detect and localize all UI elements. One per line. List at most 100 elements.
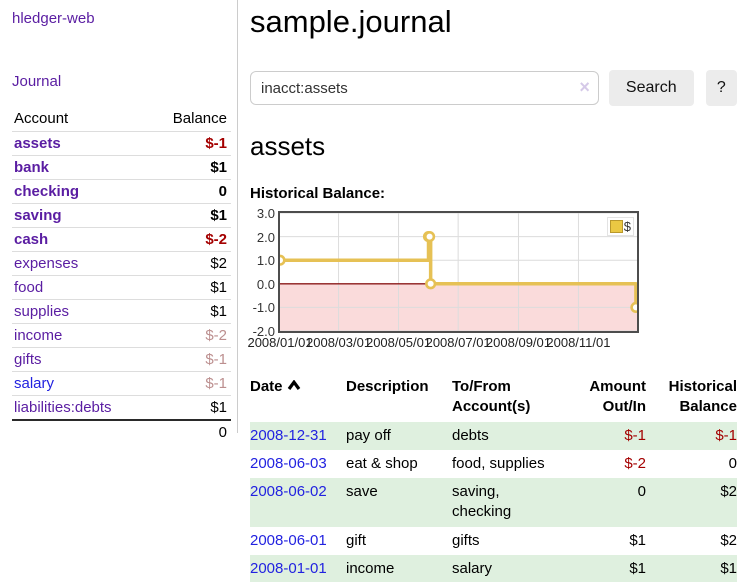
transaction-date-link[interactable]: 2008-06-03 xyxy=(250,454,327,472)
main-content: sample.journal × Search ? assets Histori… xyxy=(247,0,737,582)
account-row: food $1 xyxy=(12,275,231,300)
transaction-row: 2008-12-31 pay off debts $-1 $-1 xyxy=(250,421,737,450)
account-row: gifts $-1 xyxy=(12,347,231,372)
y-axis-tick-label: -1.0 xyxy=(252,300,275,316)
chart-heading: Historical Balance: xyxy=(250,185,386,202)
register-column-header: Description xyxy=(346,378,429,395)
account-row: cash $-2 xyxy=(12,227,231,252)
historical-balance-chart: $ 3.0 2.0 1.0 0.0 -1.0 -2.0 2008/01/01 2008/03/… xyxy=(247,207,737,355)
transaction-amount: 0 xyxy=(580,478,646,527)
account-balance: $1 xyxy=(149,299,231,324)
search-input[interactable] xyxy=(250,71,599,105)
account-link[interactable]: bank xyxy=(14,159,50,176)
transaction-description: income xyxy=(346,554,452,582)
chart-plot: $ xyxy=(278,211,639,333)
transaction-amount: $-1 xyxy=(580,421,646,450)
clear-search-icon[interactable]: × xyxy=(579,77,590,97)
transaction-amount: $1 xyxy=(580,554,646,582)
transaction-accounts: debts xyxy=(452,421,580,450)
chart-canvas xyxy=(280,213,637,331)
y-axis-tick-label: 3.0 xyxy=(256,206,275,221)
transaction-date-link[interactable]: 2008-01-01 xyxy=(250,559,327,577)
account-heading: assets xyxy=(250,131,326,161)
transaction-date-link[interactable]: 2008-06-01 xyxy=(250,531,327,549)
legend-label: $ xyxy=(623,219,631,234)
account-link[interactable]: gifts xyxy=(14,351,42,368)
transaction-amount: $1 xyxy=(629,531,646,549)
transaction-balance: $-1 xyxy=(646,421,737,450)
transaction-row: 2008-06-01 gift gifts $1 $2 xyxy=(250,527,737,555)
sidebar: hledger-web Journal Account Balance asse… xyxy=(0,0,238,444)
y-axis-tick-label: 2.0 xyxy=(256,229,275,245)
account-balance: $2 xyxy=(149,251,231,276)
account-balance: $1 xyxy=(149,155,231,180)
account-balance: $1 xyxy=(149,275,231,300)
sort-ascending-icon[interactable] xyxy=(287,380,301,390)
x-axis-tick-label: 2008/09/01 xyxy=(485,335,552,350)
account-balance: $-2 xyxy=(149,227,231,252)
account-link[interactable]: liabilities:debts xyxy=(14,399,112,416)
transaction-row: 2008-06-02 save saving, checking 0 $2 xyxy=(250,478,737,527)
transaction-description: save xyxy=(346,478,452,527)
x-axis-tick-label: 2008/01/01 xyxy=(247,335,313,350)
account-link[interactable]: food xyxy=(14,279,44,296)
account-link[interactable]: saving xyxy=(14,207,62,224)
account-link[interactable]: expenses xyxy=(14,255,79,272)
transaction-balance: 0 xyxy=(728,454,737,472)
accounts-header-row: Account Balance xyxy=(12,106,231,132)
accounts-header-account: Account xyxy=(14,110,69,127)
y-axis-tick-label: 1.0 xyxy=(256,253,275,269)
y-axis-tick-label: 0.0 xyxy=(256,276,275,292)
register-column-header: Amount Out/In xyxy=(589,378,646,416)
transaction-description: gift xyxy=(346,531,367,549)
register-tbody: 2008-12-31 pay off debts $-1 $-1 2008-06-03 ea… xyxy=(250,421,737,582)
transaction-balance: $1 xyxy=(646,554,737,582)
search-input-wrap: × xyxy=(250,71,599,105)
register-table: Date Description To/From Account(s) Amount Ou… xyxy=(250,375,737,582)
account-row: assets $-1 xyxy=(12,131,231,156)
y-axis-tick-label: -2.0 xyxy=(252,324,275,339)
transaction-row: 2008-01-01 income salary $1 $1 xyxy=(250,554,737,582)
accounts-header-balance: Balance xyxy=(172,110,227,127)
search-form: × Search ? xyxy=(250,70,737,106)
account-balance: $-1 xyxy=(149,131,231,156)
account-link[interactable]: supplies xyxy=(14,303,70,320)
register-column-header[interactable]: Date xyxy=(250,375,346,422)
transaction-description: pay off xyxy=(346,421,452,450)
accounts-total-row: 0 xyxy=(12,419,231,444)
transaction-row: 2008-06-03 eat & shop food, supplies $-2 0 xyxy=(250,450,737,478)
search-button[interactable]: Search xyxy=(608,70,694,106)
transaction-accounts: gifts xyxy=(452,531,480,549)
account-link[interactable]: checking xyxy=(14,183,80,200)
legend-swatch xyxy=(609,220,623,233)
account-balance: $-1 xyxy=(149,347,231,372)
account-balance: $1 xyxy=(149,395,231,420)
brand-label[interactable]: hledger-web xyxy=(12,10,95,27)
journal-link-label[interactable]: Journal xyxy=(12,73,62,90)
x-axis-tick-label: 2008/03/01 xyxy=(306,335,372,350)
account-link[interactable]: cash xyxy=(14,231,49,248)
x-axis-tick-label: 2008/11/01 xyxy=(546,335,611,350)
transaction-balance: $2 xyxy=(720,531,737,549)
sidebar-item-journal[interactable]: Journal xyxy=(12,73,231,90)
account-row: checking 0 xyxy=(12,179,231,204)
account-row: liabilities:debts $1 xyxy=(12,395,231,420)
chart-legend: $ xyxy=(606,217,634,236)
register-header-row: Date Description To/From Account(s) Amount Ou… xyxy=(250,375,737,422)
account-row: saving $1 xyxy=(12,203,231,228)
account-row: supplies $1 xyxy=(12,299,231,324)
transaction-date-link[interactable]: 2008-12-31 xyxy=(250,426,327,444)
account-link[interactable]: income xyxy=(14,327,63,344)
help-button[interactable]: ? xyxy=(705,70,737,106)
x-axis-tick-label: 2008/05/01 xyxy=(365,335,432,350)
account-link[interactable]: salary xyxy=(14,375,55,392)
accounts-total-value: 0 xyxy=(149,419,231,444)
transaction-accounts: food, supplies xyxy=(452,454,545,472)
account-link[interactable]: assets xyxy=(14,135,61,152)
account-row: expenses $2 xyxy=(12,251,231,276)
transaction-date-link[interactable]: 2008-06-02 xyxy=(250,483,327,500)
account-row: bank $1 xyxy=(12,155,231,180)
app-brand-link[interactable]: hledger-web xyxy=(12,10,231,27)
accounts-tbody: assets $-1 bank $1 checking 0 saving $1 cash $-2 e… xyxy=(12,131,231,444)
transaction-amount: $-2 xyxy=(624,454,646,472)
